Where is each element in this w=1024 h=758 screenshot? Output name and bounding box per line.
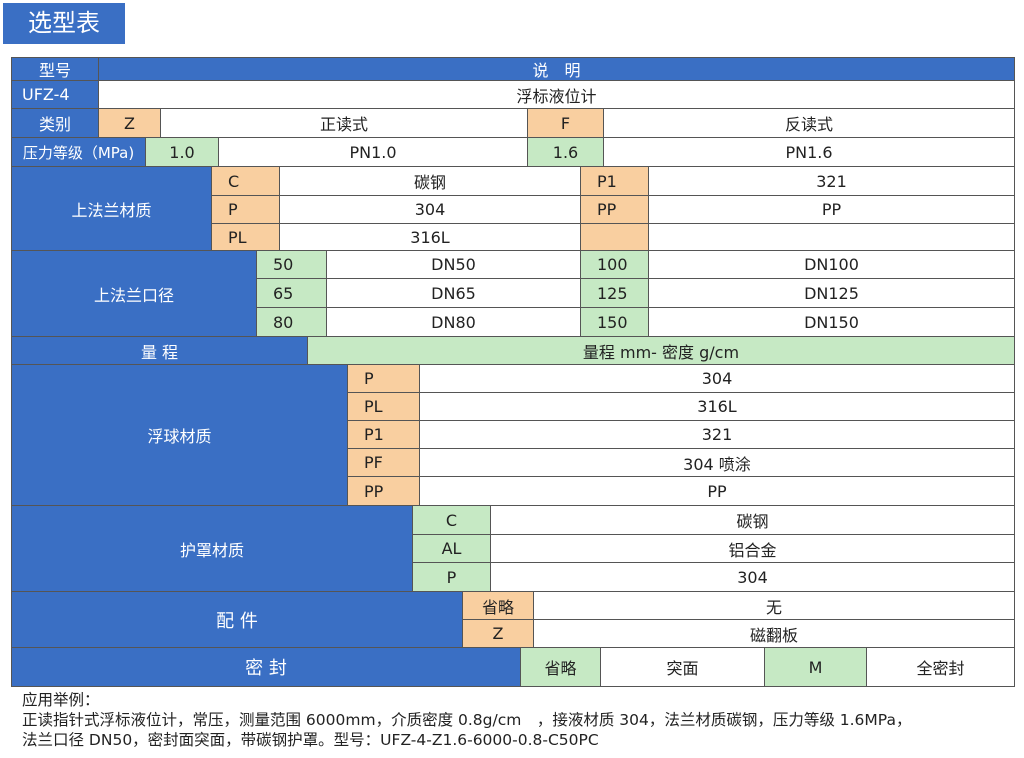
flange-material-code: PL (211, 223, 280, 251)
flange-material-value: 321 (648, 166, 1015, 196)
range-label: 量 程 (11, 336, 308, 365)
accessory-value: 无 (533, 591, 1015, 620)
range-value: 量程 mm- 密度 g/cm (307, 336, 1015, 365)
example-heading: 应用举例： (22, 691, 100, 709)
flange-size-code: 100 (580, 250, 649, 279)
flange-size-code: 50 (256, 250, 327, 279)
accessory-code: Z (462, 619, 534, 648)
seal-code-1: 省略 (520, 647, 601, 687)
flange-material-code: PP (580, 195, 649, 224)
float-material-code: PF (347, 448, 420, 477)
accessory-code: 省略 (462, 591, 534, 620)
type-code-f: F (527, 108, 604, 138)
flange-size-code: 125 (580, 278, 649, 308)
pressure-value-2: PN1.6 (603, 137, 1015, 167)
float-material-code: P1 (347, 420, 420, 449)
type-label: 类别 (11, 108, 99, 138)
float-material-value: 316L (419, 392, 1015, 421)
flange-size-code: 150 (580, 307, 649, 337)
float-material-code: PL (347, 392, 420, 421)
flange-material-code: P (211, 195, 280, 224)
flange-material-value: 碳钢 (279, 166, 581, 196)
float-material-code: PP (347, 476, 420, 506)
header-model: 型号 (11, 57, 99, 81)
cover-material-code: P (412, 562, 491, 592)
flange-size-value: DN150 (648, 307, 1015, 337)
float-material-value: 321 (419, 420, 1015, 449)
seal-value-2: 全密封 (866, 647, 1015, 687)
type-code-z: Z (98, 108, 161, 138)
pressure-code-1: 1.0 (145, 137, 219, 167)
flange-size-code: 65 (256, 278, 327, 308)
model-code: UFZ-4 (11, 80, 99, 109)
flange-size-value: DN80 (326, 307, 581, 337)
cover-material-code: C (412, 505, 491, 535)
flange-material-code: P1 (580, 166, 649, 196)
cover-material-value: 铝合金 (490, 534, 1015, 563)
flange-material-value: PP (648, 195, 1015, 224)
float-material-value: 304 (419, 364, 1015, 393)
float-material-value: 304 喷涂 (419, 448, 1015, 477)
float-material-value: PP (419, 476, 1015, 506)
accessory-value: 磁翻板 (533, 619, 1015, 648)
type-value-z: 正读式 (160, 108, 528, 138)
flange-size-label: 上法兰口径 (11, 250, 257, 337)
model-desc: 浮标液位计 (98, 80, 1015, 109)
seal-label: 密 封 (11, 647, 521, 687)
flange-size-value: DN65 (326, 278, 581, 308)
seal-code-2: M (764, 647, 867, 687)
flange-size-value: DN100 (648, 250, 1015, 279)
example-line: 正读指针式浮标液位计，常压，测量范围 6000mm，介质密度 0.8g/cm ，… (22, 711, 912, 729)
example-line: 法兰口径 DN50，密封面突面，带碳钢护罩。型号：UFZ-4-Z1.6-6000… (22, 731, 599, 749)
type-value-f: 反读式 (603, 108, 1015, 138)
flange-size-value: DN50 (326, 250, 581, 279)
flange-size-value: DN125 (648, 278, 1015, 308)
flange-material-value: 316L (279, 223, 581, 251)
flange-material-value: 304 (279, 195, 581, 224)
pressure-code-2: 1.6 (527, 137, 604, 167)
cover-material-value: 304 (490, 562, 1015, 592)
flange-material-value-empty (648, 223, 1015, 251)
float-material-label: 浮球材质 (11, 364, 348, 506)
flange-material-code-empty (580, 223, 649, 251)
cover-material-code: AL (412, 534, 491, 563)
cover-material-label: 护罩材质 (11, 505, 413, 592)
example-note: 应用举例： 正读指针式浮标液位计，常压，测量范围 6000mm，介质密度 0.8… (22, 690, 911, 750)
cover-material-value: 碳钢 (490, 505, 1015, 535)
header-desc: 说 明 (98, 57, 1015, 81)
pressure-value-1: PN1.0 (218, 137, 528, 167)
flange-size-code: 80 (256, 307, 327, 337)
flange-material-label: 上法兰材质 (11, 166, 212, 251)
float-material-code: P (347, 364, 420, 393)
accessory-label: 配 件 (11, 591, 463, 648)
pressure-label: 压力等级（MPa) (11, 137, 146, 167)
seal-value-1: 突面 (600, 647, 765, 687)
flange-material-code: C (211, 166, 280, 196)
page-title: 选型表 (3, 3, 125, 44)
